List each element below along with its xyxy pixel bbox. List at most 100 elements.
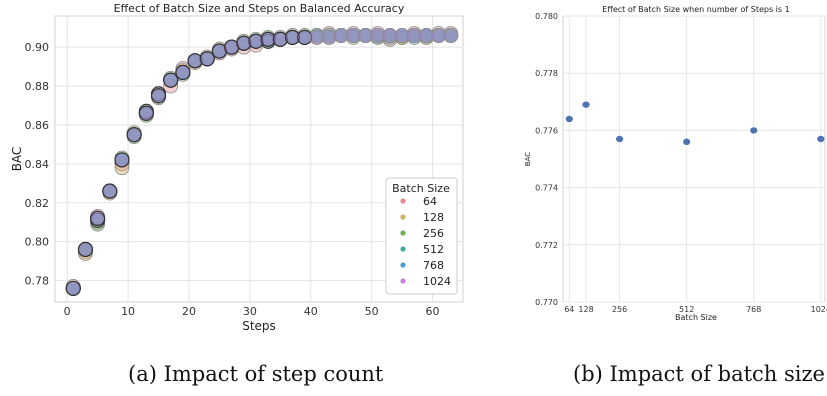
legend-marker [400, 246, 406, 252]
y-tick-label: 0.778 [535, 69, 558, 78]
x-axis-label: Batch Size [675, 313, 717, 322]
point-bs-1024 [358, 28, 373, 43]
x-tick-label: 30 [243, 305, 257, 318]
point-bs-1024 [817, 135, 825, 143]
point-bs-1024 [345, 28, 361, 43]
x-tick-label: 10 [121, 305, 135, 318]
legend-marker [400, 198, 406, 204]
grid [563, 15, 825, 303]
point-bs-128 [78, 245, 93, 261]
point-bs-1024 [248, 33, 264, 49]
point-bs-1024 [443, 28, 459, 43]
y-tick-label: 0.88 [25, 80, 50, 93]
x-tick-label: 0 [64, 305, 71, 318]
point-bs-1024 [394, 28, 410, 43]
x-tick-label: 50 [365, 305, 379, 318]
point-bs-1024 [150, 88, 167, 104]
chart-title: Effect of Batch Size and Steps on Balanc… [114, 2, 405, 15]
point-bs-1024 [90, 210, 106, 226]
point-bs-1024 [297, 29, 313, 45]
caption-b: (b) Impact of batch size [573, 362, 825, 386]
point-bs-1024 [419, 28, 434, 43]
point-bs-1024 [382, 28, 398, 43]
y-tick-label: 0.86 [25, 119, 50, 132]
legend-title: Batch Size [392, 182, 450, 195]
legend-marker [400, 262, 406, 268]
x-tick-label: 40 [304, 305, 318, 318]
point-bs-1024 [370, 28, 386, 43]
point-bs-1024 [260, 31, 276, 47]
legend-marker [400, 230, 406, 236]
point-bs-64 [565, 115, 573, 123]
point-bs-128 [582, 101, 590, 108]
point-bs-1024 [406, 28, 422, 43]
y-tick-label: 0.774 [535, 184, 558, 193]
point-bs-64 [236, 39, 252, 55]
point-bs-64 [163, 78, 179, 94]
y-tick-label: 0.780 [535, 12, 558, 21]
caption-a: (a) Impact of step count [128, 362, 384, 386]
point-bs-768 [750, 127, 758, 134]
legend-label: 64 [423, 195, 437, 208]
legend-label: 256 [423, 227, 444, 240]
point-bs-1024 [126, 127, 142, 143]
x-tick-label: 768 [746, 305, 761, 314]
point-bs-1024 [236, 35, 252, 51]
data-points [65, 26, 459, 296]
y-axis-label: BAC [10, 147, 24, 172]
point-bs-256 [90, 216, 106, 232]
legend-label: 768 [423, 259, 444, 272]
y-axis-label: BAC [524, 152, 532, 166]
point-bs-1024 [321, 30, 337, 45]
point-bs-1024 [284, 29, 301, 45]
y-tick-label: 0.82 [25, 197, 50, 210]
y-tick-label: 0.84 [25, 158, 50, 171]
point-bs-1024 [77, 241, 93, 258]
legend-marker [400, 214, 406, 220]
legend: Batch Size 64 128 256 512 768 1024 [385, 177, 458, 295]
point-bs-64 [114, 156, 130, 172]
plot-area [562, 15, 826, 303]
point-bs-1024 [187, 53, 203, 69]
point-bs-1024 [65, 280, 81, 296]
x-tick-labels: 0 10 20 30 40 50 60 [64, 305, 440, 318]
x-tick-label: 256 [612, 305, 627, 314]
y-tick-labels: 0.78 0.80 0.82 0.84 0.86 0.88 0.90 [25, 41, 50, 287]
legend-label: 128 [423, 211, 444, 224]
point-bs-1024 [333, 28, 349, 43]
y-tick-labels: 0.770 0.772 0.774 0.776 0.778 0.780 [535, 12, 558, 307]
point-bs-1024 [431, 28, 447, 43]
x-axis-label: Steps [242, 319, 276, 333]
point-bs-1024 [272, 31, 288, 47]
point-bs-1024 [309, 30, 325, 45]
legend-label: 512 [423, 243, 444, 256]
x-tick-label: 64 [564, 305, 574, 314]
point-bs-1024 [114, 152, 130, 168]
x-tick-label: 20 [182, 305, 196, 318]
point-bs-1024 [163, 72, 179, 88]
x-tick-labels: 64 128 256 512 768 1024 [564, 305, 827, 314]
data-points [565, 101, 825, 146]
point-bs-1024 [199, 51, 215, 67]
y-tick-label: 0.776 [535, 126, 558, 135]
x-tick-label: 128 [578, 305, 593, 314]
y-tick-label: 0.90 [25, 41, 50, 54]
y-tick-label: 0.772 [535, 241, 558, 250]
y-tick-label: 0.78 [25, 275, 50, 288]
chart-title: Effect of Batch Size when number of Step… [602, 5, 789, 14]
x-tick-label: 1024 [811, 305, 827, 314]
point-bs-1024 [175, 64, 191, 80]
point-bs-512 [683, 138, 691, 146]
x-tick-label: 512 [679, 305, 694, 314]
y-tick-label: 0.80 [25, 236, 50, 249]
point-bs-1024 [138, 105, 154, 121]
legend-label: 1024 [423, 275, 451, 288]
point-bs-1024 [102, 183, 118, 199]
y-tick-label: 0.770 [535, 298, 558, 307]
legend-marker [400, 278, 406, 284]
chart-step-count: 0 10 20 30 40 50 60 0.780.800.820.840.860.880.… [10, 2, 464, 333]
point-bs-256 [615, 135, 624, 143]
x-tick-label: 60 [426, 305, 440, 318]
